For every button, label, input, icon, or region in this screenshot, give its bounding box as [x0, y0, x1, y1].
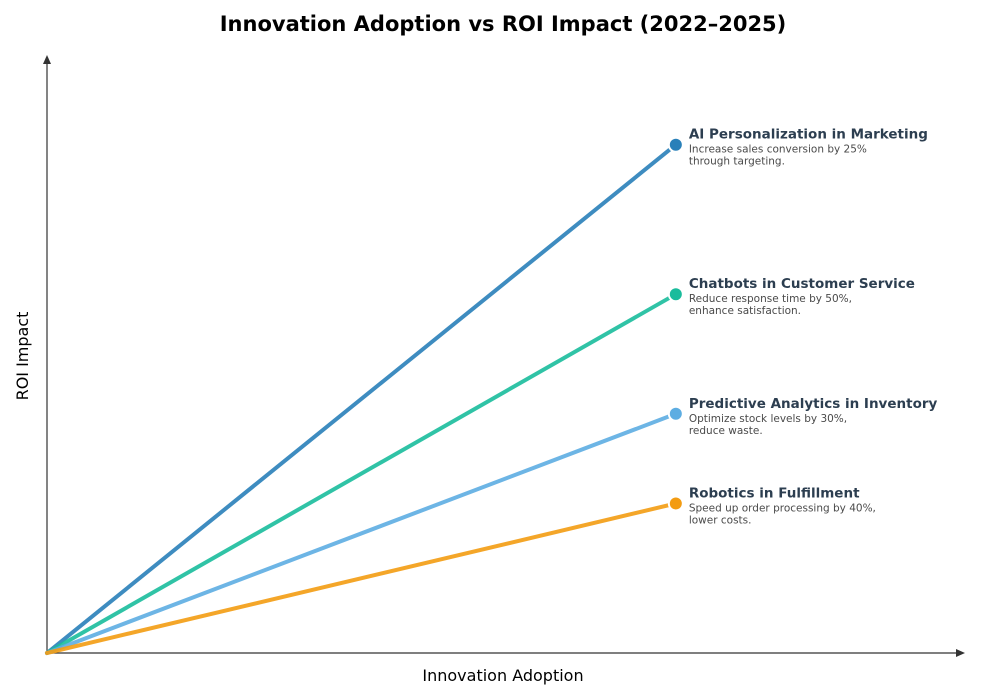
series-line-chatbots-in-customer-service [45, 292, 678, 655]
series-endpoint-robotics-in-fulfillment [667, 495, 684, 512]
y-axis-label: ROI Impact [13, 312, 32, 401]
series-layer [45, 142, 678, 655]
series-label: Predictive Analytics in Inventory [689, 396, 938, 412]
chart-title: Innovation Adoption vs ROI Impact (2022–… [220, 12, 787, 36]
series-label: Chatbots in Customer Service [689, 276, 915, 292]
series-description-line: lower costs. [689, 515, 752, 527]
annotation-predictive-analytics-in-inventory: Predictive Analytics in InventoryOptimiz… [689, 396, 938, 437]
x-axis-arrow-icon [956, 649, 965, 657]
series-line-robotics-in-fulfillment [45, 501, 678, 655]
series-label: Robotics in Fulfillment [689, 486, 860, 502]
series-endpoint-predictive-analytics-in-inventory [667, 405, 684, 422]
series-endpoint-chatbots-in-customer-service [667, 286, 684, 303]
annotation-ai-personalization-in-marketing: AI Personalization in MarketingIncrease … [689, 127, 928, 168]
annotation-layer: AI Personalization in MarketingIncrease … [689, 127, 938, 527]
series-line-ai-personalization-in-marketing [45, 142, 678, 655]
series-description-line: Reduce response time by 50%, [689, 293, 852, 305]
series-description-line: enhance satisfaction. [689, 305, 801, 317]
axes [43, 55, 965, 657]
series-line-predictive-analytics-in-inventory [45, 411, 678, 655]
series-description-line: Increase sales conversion by 25% [689, 144, 867, 156]
x-axis-label: Innovation Adoption [422, 666, 583, 685]
series-description-line: Speed up order processing by 40%, [689, 503, 876, 515]
marker-layer [667, 136, 684, 512]
series-endpoint-ai-personalization-in-marketing [667, 136, 684, 153]
y-axis-arrow-icon [43, 55, 51, 64]
series-description-line: reduce waste. [689, 425, 763, 437]
series-label: AI Personalization in Marketing [689, 127, 928, 143]
series-description-line: Optimize stock levels by 30%, [689, 413, 847, 425]
series-description-line: through targeting. [689, 156, 785, 168]
